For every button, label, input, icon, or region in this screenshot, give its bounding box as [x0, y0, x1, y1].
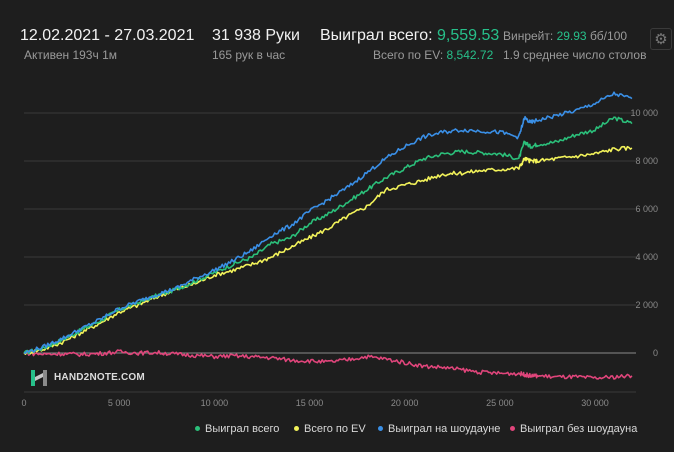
- legend-dot-icon: [510, 425, 515, 431]
- won-total: Выиграл всего: 9,559.53: [320, 27, 499, 45]
- active-time: Активен 193ч 1м: [24, 48, 117, 62]
- ev-total-value: 8,542.72: [446, 48, 494, 62]
- series-line-1: [23, 145, 633, 356]
- legend-dot-icon: [378, 425, 383, 431]
- x-tick-label-6: 30 000: [581, 398, 609, 408]
- series-line-0: [23, 116, 633, 355]
- legend-label: Всего по EV: [304, 423, 366, 435]
- legend-label: Выиграл без шоудауна: [520, 423, 638, 435]
- winrate-unit: бб/100: [589, 29, 628, 43]
- y-axis-ticks: 0 2 000 4 000 6 000 8 000 10 000: [630, 108, 658, 358]
- y-tick-label-4: 8 000: [635, 156, 658, 166]
- x-tick-label-3: 15 000: [296, 398, 324, 408]
- x-tick-label-1: 5 000: [108, 398, 131, 408]
- y-tick-label-2: 4 000: [635, 252, 658, 262]
- y-tick-label-1: 2 000: [635, 300, 658, 310]
- settings-gear-icon[interactable]: ⚙: [650, 28, 672, 50]
- x-axis-ticks: 0 5 000 10 000 15 000 20 000 25 000 30 000: [21, 398, 608, 408]
- series-line-3: [23, 349, 633, 380]
- x-tick-label-0: 0: [21, 398, 26, 408]
- winrate: Винрейт: 29.93 бб/100: [503, 29, 627, 43]
- hand2note-logo: HAND2NOTE.COM: [30, 369, 145, 392]
- hand2note-logo-icon: [31, 370, 47, 386]
- ev-total-label: Всего по EV:: [373, 48, 444, 62]
- x-tick-label-2: 10 000: [201, 398, 229, 408]
- chart-svg: 0 2 000 4 000 6 000 8 000 10 000 0 5 000 10 000…: [21, 91, 658, 408]
- legend-item-3[interactable]: Выиграл без шоудауна: [510, 423, 637, 435]
- won-total-value: 9,559.53: [437, 27, 500, 44]
- hands-count: 31 938 Руки: [212, 27, 300, 44]
- won-total-label: Выиграл всего:: [320, 27, 433, 44]
- hand2note-logo-text: HAND2NOTE.COM: [54, 372, 145, 383]
- winrate-value: 29.93: [556, 29, 587, 43]
- legend-dot-icon: [294, 425, 299, 431]
- legend-dot-icon: [195, 425, 200, 431]
- legend-label: Выиграл всего: [205, 423, 280, 435]
- series-line-2: [23, 91, 633, 354]
- y-tick-label-3: 6 000: [635, 204, 658, 214]
- hands-per-hour: 165 рук в час: [212, 48, 286, 62]
- y-tick-label-0: 0: [653, 348, 658, 358]
- chart-series: [23, 91, 633, 380]
- legend-item-0[interactable]: Выиграл всего: [195, 423, 279, 435]
- legend-item-1[interactable]: Всего по EV: [294, 423, 366, 435]
- chart-grid: [24, 112, 636, 393]
- x-tick-label-4: 20 000: [391, 398, 419, 408]
- date-range: 12.02.2021 - 27.03.2021: [20, 27, 195, 44]
- avg-tables: 1.9 среднее число столов: [503, 48, 647, 62]
- legend-label: Выиграл на шоудауне: [388, 423, 501, 435]
- winrate-label: Винрейт:: [503, 29, 554, 43]
- legend-item-2[interactable]: Выиграл на шоудауне: [378, 423, 500, 435]
- ev-total: Всего по EV: 8,542.72: [373, 48, 493, 62]
- x-tick-label-5: 25 000: [486, 398, 514, 408]
- y-tick-label-5: 10 000: [630, 108, 658, 118]
